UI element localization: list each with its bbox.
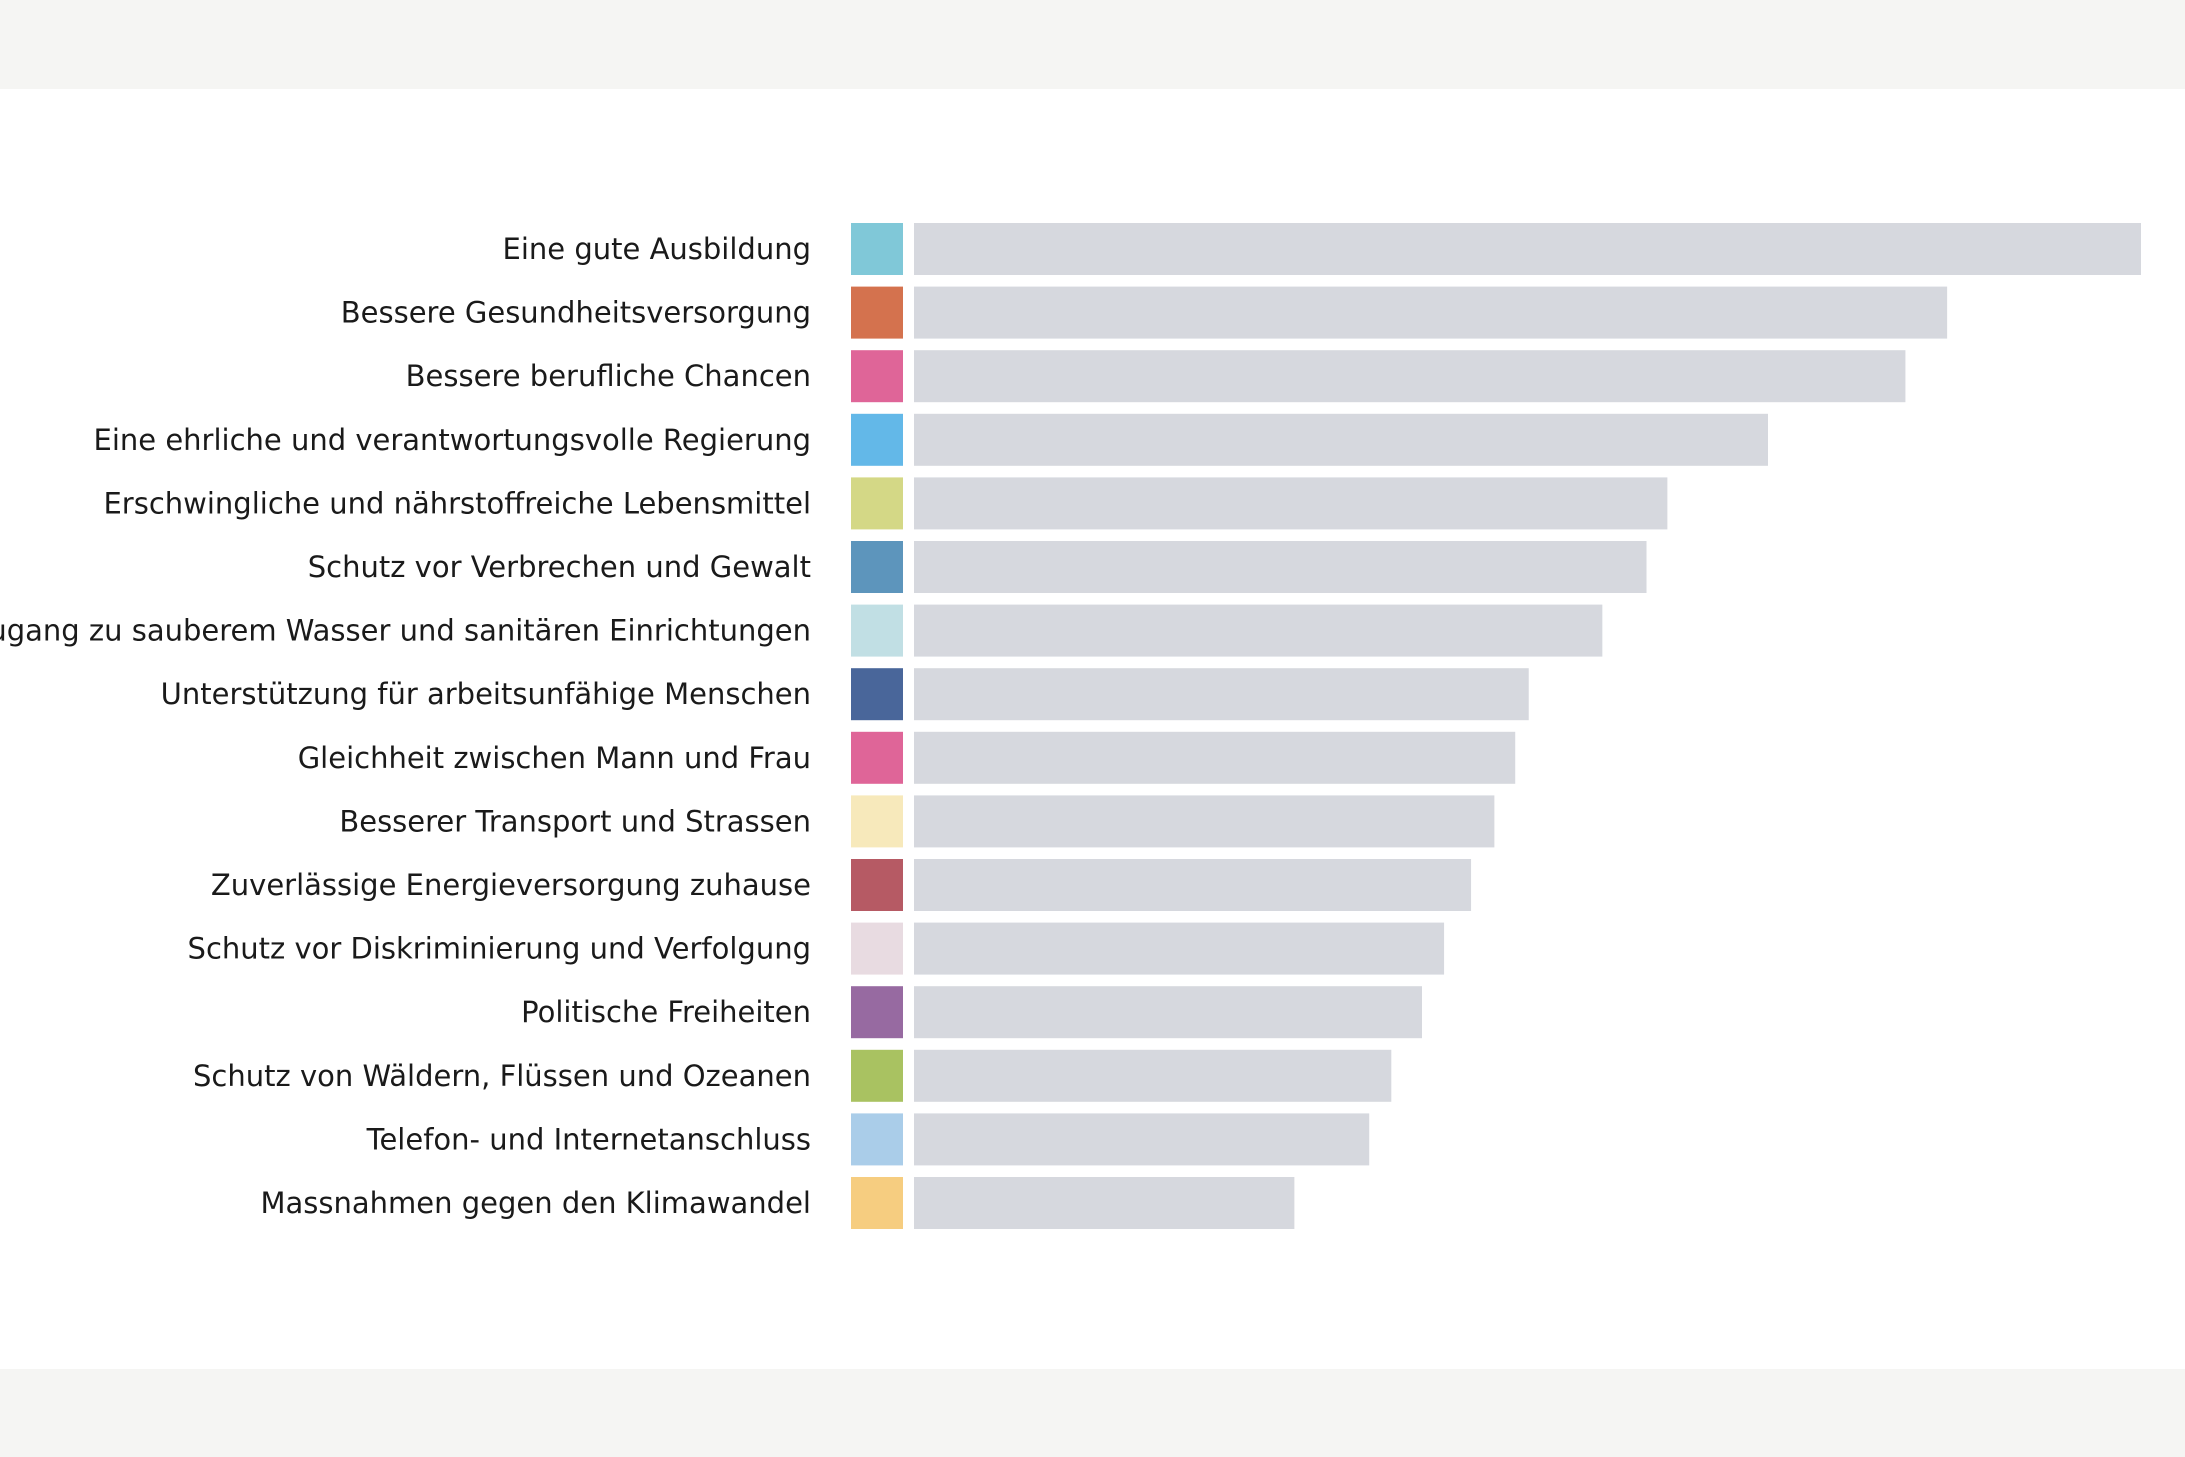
- bar-row: Besserer Transport und Strassen: [339, 795, 1495, 848]
- bar: [914, 986, 1422, 1039]
- bar: [914, 604, 1603, 657]
- category-color-swatch: [851, 668, 903, 721]
- category-label: Eine ehrliche und verantwortungsvolle Re…: [94, 423, 812, 457]
- bar: [914, 477, 1668, 530]
- chart-canvas: Eine gute Ausbildung Bessere Gesundheitsv…: [0, 89, 2185, 1369]
- category-color-swatch: [851, 1049, 903, 1102]
- category-color-swatch: [851, 1177, 903, 1229]
- category-color-swatch: [851, 604, 903, 657]
- bar: [914, 1113, 1370, 1166]
- bar-row: Gleichheit zwischen Mann und Frau: [298, 731, 1516, 784]
- category-color-swatch: [851, 223, 903, 275]
- bar-row: Telefon- und Internetanschluss: [366, 1113, 1370, 1166]
- category-color-swatch: [851, 350, 903, 403]
- bar-row: Massnahmen gegen den Klimawandel: [260, 1177, 1295, 1229]
- category-label: Politische Freiheiten: [521, 995, 811, 1029]
- category-color-swatch: [851, 922, 903, 975]
- category-color-swatch: [851, 413, 903, 466]
- category-label: Gleichheit zwischen Mann und Frau: [298, 741, 811, 775]
- category-label: Unterstützung für arbeitsunfähige Mensch…: [161, 677, 811, 711]
- bar-row: Eine gute Ausbildung: [503, 223, 2141, 275]
- bar: [914, 413, 1768, 466]
- bar-row: Zuverlässige Energieversorgung zuhause: [211, 859, 1472, 911]
- bar-row: Erschwingliche und nährstoffreiche Leben…: [103, 477, 1668, 530]
- category-label: Bessere Gesundheitsversorgung: [341, 296, 811, 330]
- bar-row: Zugang zu sauberem Wasser und sanitären …: [0, 604, 1603, 657]
- bar: [914, 223, 2141, 275]
- bar: [914, 859, 1472, 911]
- category-label: Telefon- und Internetanschluss: [366, 1122, 811, 1156]
- category-color-swatch: [851, 477, 903, 530]
- bar: [914, 286, 1948, 339]
- bar-chart: Eine gute Ausbildung Bessere Gesundheitsv…: [0, 223, 2141, 1229]
- bar-row: Bessere berufliche Chancen: [406, 350, 1906, 403]
- category-color-swatch: [851, 541, 903, 593]
- bar-row: Schutz von Wäldern, Flüssen und Ozeanen: [193, 1049, 1392, 1102]
- bar: [914, 1049, 1392, 1102]
- bar-row: Schutz vor Diskriminierung und Verfolgun…: [188, 922, 1445, 975]
- bar: [914, 668, 1529, 721]
- category-color-swatch: [851, 795, 903, 848]
- category-label: Schutz vor Diskriminierung und Verfolgun…: [188, 932, 811, 966]
- category-color-swatch: [851, 986, 903, 1039]
- category-label: Massnahmen gegen den Klimawandel: [260, 1186, 811, 1220]
- category-label: Schutz von Wäldern, Flüssen und Ozeanen: [193, 1059, 811, 1093]
- bar-row: Eine ehrliche und verantwortungsvolle Re…: [94, 413, 1768, 466]
- bar-row: Bessere Gesundheitsversorgung: [341, 286, 1948, 339]
- bar: [914, 541, 1647, 593]
- category-color-swatch: [851, 1113, 903, 1166]
- category-label: Eine gute Ausbildung: [503, 232, 811, 266]
- category-label: Erschwingliche und nährstoffreiche Leben…: [103, 486, 811, 520]
- bar: [914, 731, 1516, 784]
- category-color-swatch: [851, 286, 903, 339]
- category-label: Bessere berufliche Chancen: [406, 359, 811, 393]
- bar: [914, 922, 1445, 975]
- category-label: Zugang zu sauberem Wasser und sanitären …: [0, 614, 811, 648]
- category-label: Besserer Transport und Strassen: [339, 804, 811, 838]
- category-label: Schutz vor Verbrechen und Gewalt: [308, 550, 811, 584]
- bar: [914, 1177, 1295, 1229]
- bar-row: Schutz vor Verbrechen und Gewalt: [308, 541, 1647, 593]
- bar: [914, 350, 1906, 403]
- category-color-swatch: [851, 859, 903, 911]
- bar-row: Politische Freiheiten: [521, 986, 1422, 1039]
- bar-row: Unterstützung für arbeitsunfähige Mensch…: [161, 668, 1529, 721]
- category-color-swatch: [851, 731, 903, 784]
- bar: [914, 795, 1495, 848]
- category-label: Zuverlässige Energieversorgung zuhause: [211, 868, 811, 902]
